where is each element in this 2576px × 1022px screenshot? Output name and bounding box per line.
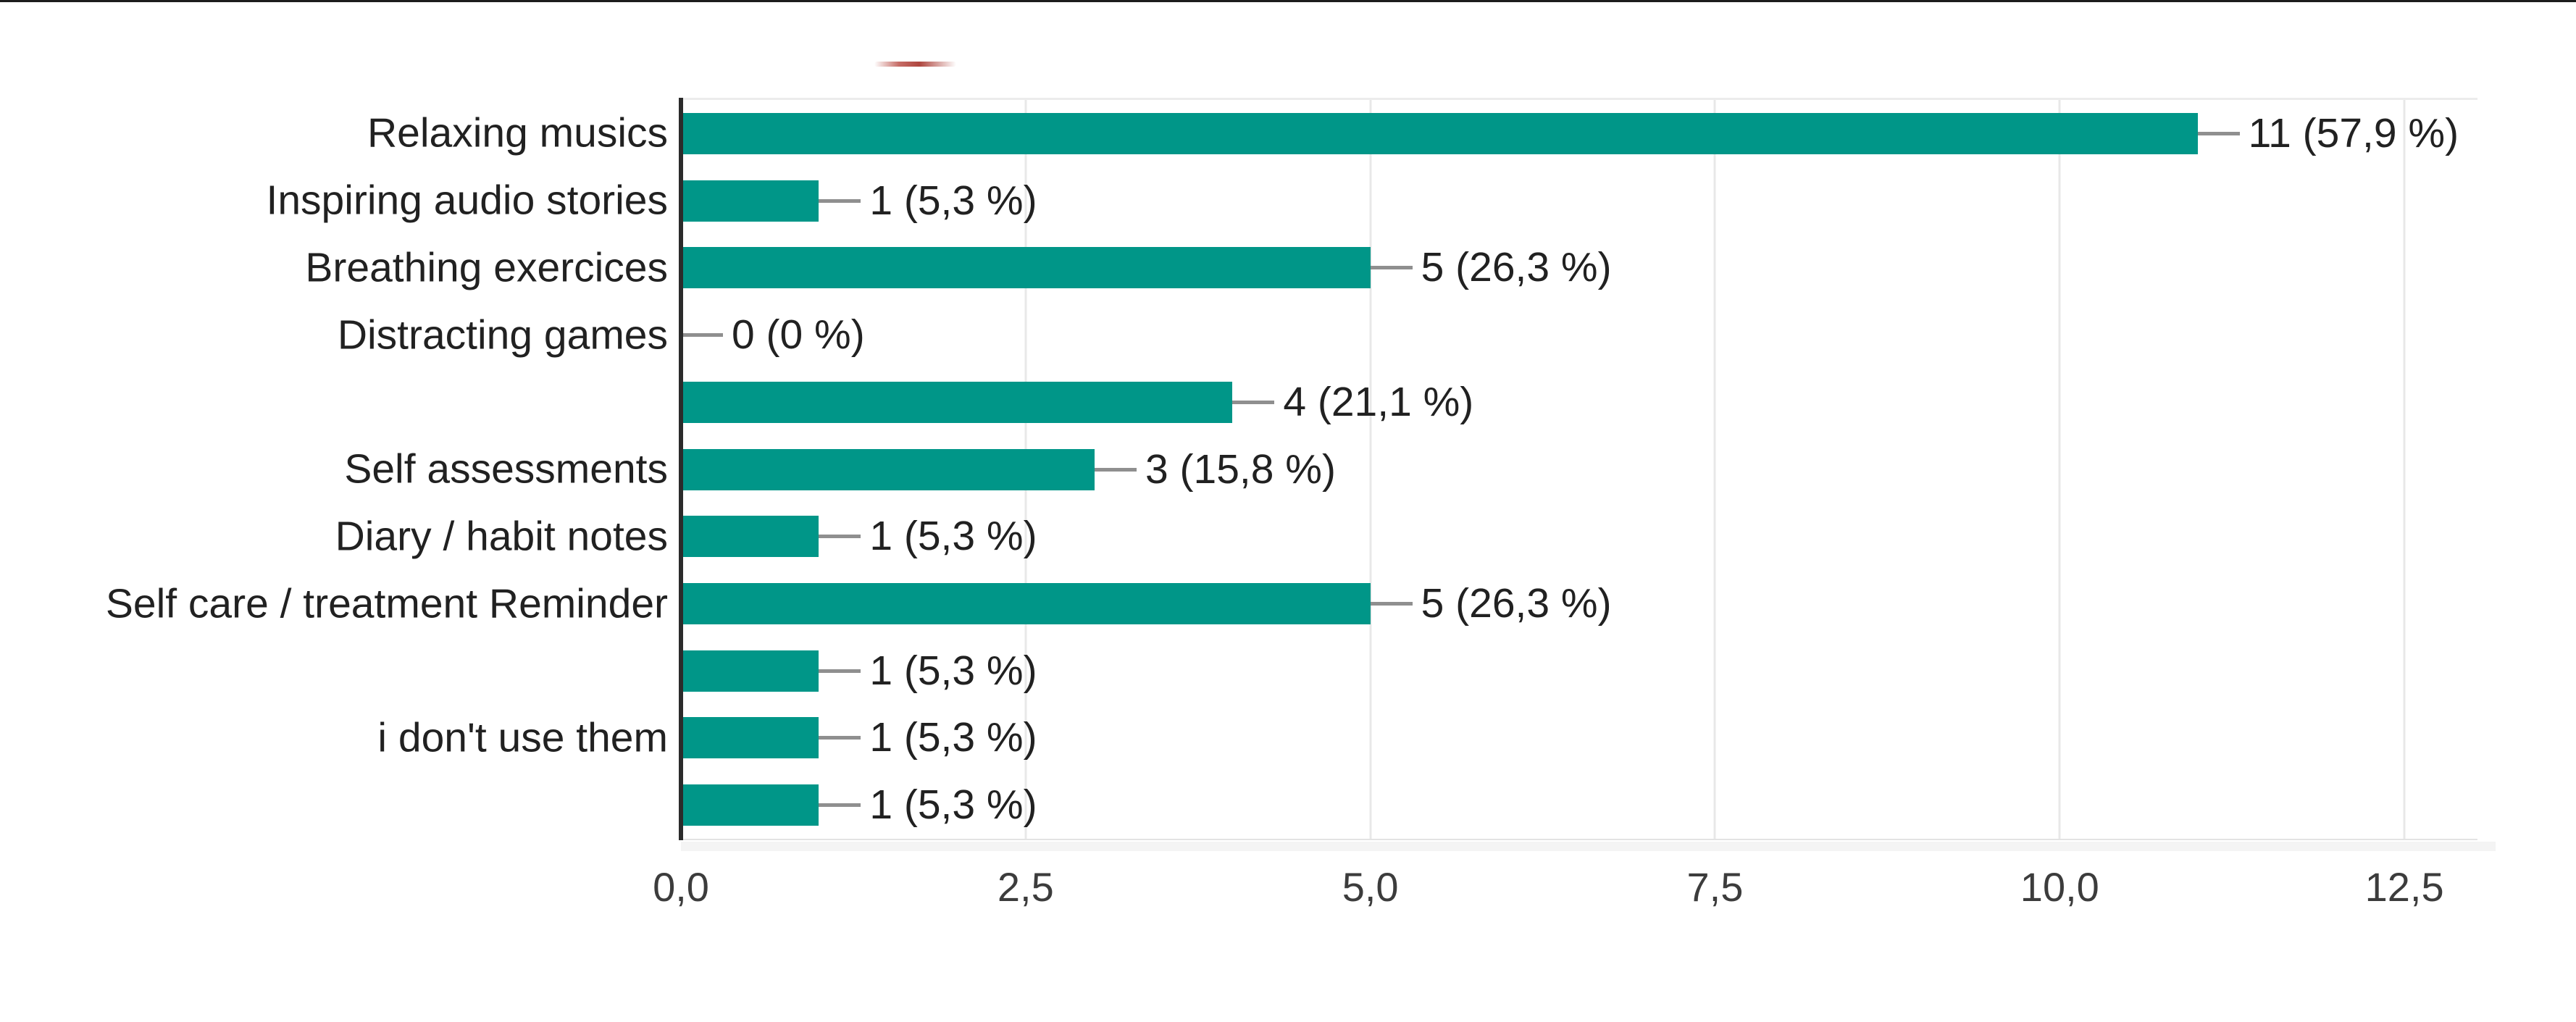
bar (681, 583, 1371, 624)
connector-line (2197, 131, 2240, 135)
value-label: 5 (26,3 %) (1421, 244, 1612, 291)
connector-line (1370, 602, 1413, 606)
value-label: 0 (0 %) (732, 311, 865, 359)
value-label: 3 (15,8 %) (1145, 445, 1336, 493)
bar-chart-plot-area: Relaxing musics 11 (57,9 %) Inspiring audi… (106, 98, 2477, 840)
bar-row: i don't use them 1 (5,3 %) (377, 705, 2477, 772)
bar (681, 650, 819, 692)
x-tick-label: 12,5 (2364, 864, 2444, 910)
gridline (2403, 100, 2406, 839)
connector-line (819, 669, 861, 673)
category-label: i don't use them (377, 714, 668, 761)
connector-line (819, 736, 861, 740)
bar-rows: Relaxing musics 11 (57,9 %) Inspiring audi… (106, 100, 2477, 839)
value-label: 4 (21,1 %) (1283, 378, 1474, 425)
y-axis-line (679, 98, 683, 840)
bar (681, 717, 819, 759)
bar-row: 4 (21,1 %) (681, 369, 2477, 436)
connector-line (1370, 266, 1413, 270)
bar (681, 247, 1371, 289)
category-label: Relaxing musics (367, 109, 668, 156)
red-dash-artifact (874, 62, 956, 67)
bar (681, 784, 819, 826)
x-tick-label: 7,5 (1686, 864, 1744, 910)
category-label: Inspiring audio stories (266, 177, 668, 224)
bar-row: Breathing exercices 5 (26,3 %) (305, 234, 2477, 301)
x-tick-label: 10,0 (2020, 864, 2099, 910)
value-label: 1 (5,3 %) (869, 177, 1037, 224)
value-label: 1 (5,3 %) (869, 513, 1037, 560)
frame-top-border (0, 0, 2576, 2)
bar-row: 1 (5,3 %) (681, 771, 2477, 839)
x-tick-label: 2,5 (997, 864, 1054, 910)
value-label: 5 (26,3 %) (1421, 580, 1612, 627)
category-label: Self assessments (344, 445, 668, 493)
bar (681, 516, 819, 558)
bar-row: Self care / treatment Reminder 5 (26,3 %) (106, 570, 2477, 637)
category-label: Distracting games (337, 311, 668, 359)
connector-line (819, 198, 861, 203)
connector-line (1094, 467, 1137, 472)
bar-row: Inspiring audio stories 1 (5,3 %) (267, 167, 2477, 235)
connector-line (819, 535, 861, 539)
x-tick-label: 5,0 (1342, 864, 1399, 910)
value-label: 1 (5,3 %) (869, 782, 1037, 829)
x-axis-ticks: 0,0 2,5 5,0 7,5 10,0 12,5 (653, 864, 2477, 918)
value-label: 11 (57,9 %) (2248, 109, 2459, 156)
gridline (1369, 100, 1372, 839)
bar-row: 1 (5,3 %) (681, 637, 2477, 705)
bar-row: Diary / habit notes 1 (5,3 %) (335, 503, 2477, 570)
category-label: Diary / habit notes (335, 513, 668, 560)
bar (681, 112, 2198, 154)
bar (681, 180, 819, 222)
connector-line (1232, 400, 1275, 404)
x-tick-label: 0,0 (653, 864, 709, 910)
axis-under-strip (681, 842, 2496, 851)
gridline (1713, 100, 1716, 839)
value-label: 1 (5,3 %) (869, 647, 1037, 694)
bar-row: Self assessments 3 (15,8 %) (344, 436, 2477, 503)
connector-line (681, 333, 723, 338)
category-label: Breathing exercices (305, 244, 668, 291)
bar-row: Distracting games 0 (0 %) (338, 301, 2477, 369)
category-label: Self care / treatment Reminder (105, 580, 668, 627)
gridline (2058, 100, 2061, 839)
bar (681, 448, 1095, 490)
connector-line (819, 803, 861, 808)
bar-row: Relaxing musics 11 (57,9 %) (367, 100, 2477, 167)
value-label: 1 (5,3 %) (869, 714, 1037, 761)
bar (681, 381, 1233, 423)
